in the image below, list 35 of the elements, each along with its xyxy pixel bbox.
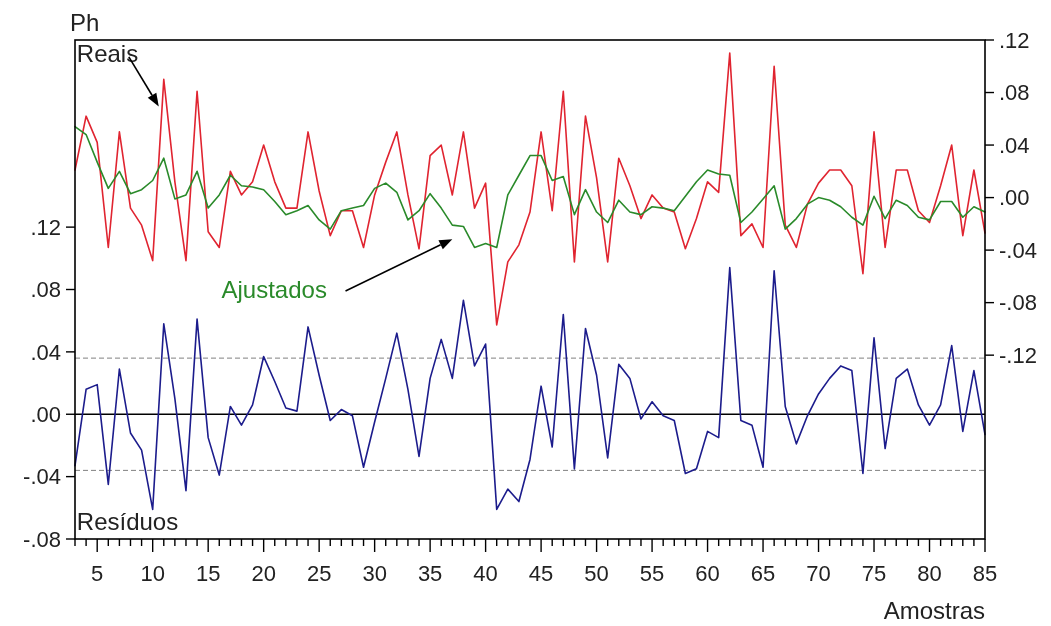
x-tick-label: 70 (806, 561, 831, 586)
x-tick-label: 65 (750, 561, 776, 586)
x-tick-label: 40 (473, 561, 498, 586)
y2-tick-label: -.04 (999, 237, 1037, 263)
y-tick-label: .00 (30, 401, 61, 427)
x-tick-label: 35 (417, 561, 443, 586)
y2-tick-label: .08 (999, 80, 1030, 106)
series-label: Reais (76, 39, 139, 67)
x-tick-label: 15 (195, 561, 221, 586)
x-tick-label: 60 (695, 561, 720, 586)
x-tick-label: 75 (861, 561, 887, 586)
chart-title: Ph (70, 9, 100, 36)
y-tick-label: -.08 (23, 526, 61, 552)
x-tick-label: 80 (917, 561, 942, 586)
x-tick-label: 10 (140, 561, 165, 586)
series-label: Ajustados (221, 275, 327, 303)
x-tick-label: 55 (639, 561, 665, 586)
y2-tick-label: .00 (999, 185, 1030, 211)
y2-tick-label: .12 (999, 27, 1030, 53)
y-tick-label: .12 (30, 214, 61, 240)
y2-tick-label: .04 (999, 132, 1030, 158)
x-tick-label: 85 (972, 561, 998, 586)
y-tick-label: .08 (30, 277, 61, 303)
x-tick-label: 45 (528, 561, 554, 586)
series-label: Resíduos (76, 508, 179, 536)
y-tick-label: .04 (30, 339, 61, 365)
x-tick-label: 20 (251, 561, 276, 586)
x-tick-label: 25 (306, 561, 332, 586)
x-tick-label: 30 (362, 561, 387, 586)
x-tick-label: 5 (91, 561, 104, 586)
y2-tick-label: -.12 (999, 342, 1037, 368)
y-tick-label: -.04 (23, 464, 61, 490)
y2-tick-label: -.08 (999, 290, 1037, 316)
x-tick-label: 50 (584, 561, 609, 586)
x-axis-title: Amostras (883, 597, 985, 624)
